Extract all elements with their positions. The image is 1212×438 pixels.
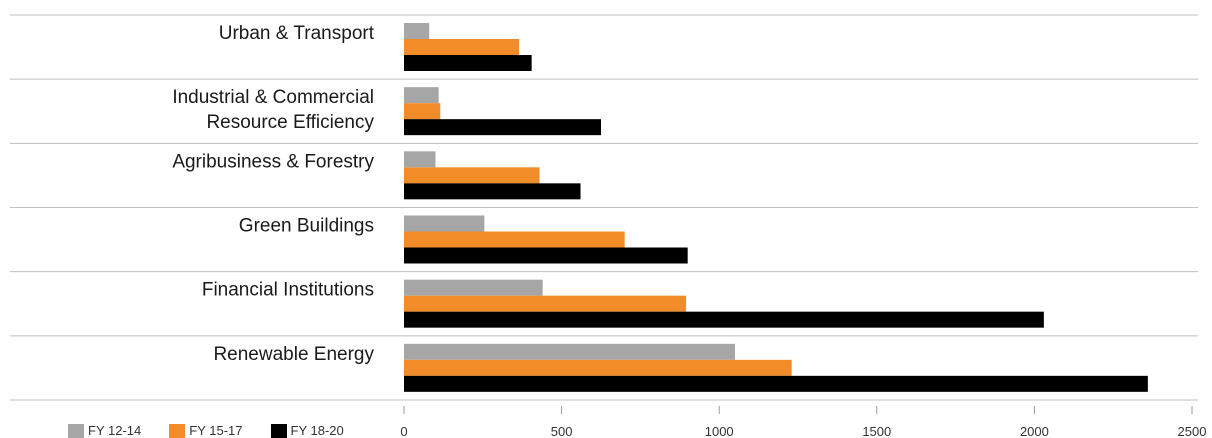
legend-item: FY 12-14 [68, 424, 141, 438]
category-label: Green Buildings [239, 216, 374, 237]
legend-item: FY 18-20 [270, 423, 344, 438]
x-tick-label: 1500 [862, 424, 891, 438]
bar [404, 39, 520, 55]
x-tick-label: 2500 [1178, 424, 1207, 438]
x-axis: 0 500 1000 1500 2000 2500 [400, 406, 1206, 438]
category-label: Renewable Energy [213, 344, 374, 365]
bar [404, 55, 532, 71]
bar [404, 167, 540, 184]
bar [404, 279, 543, 296]
category-label: Industrial & Commercial [172, 87, 374, 108]
legend-swatch [169, 424, 186, 438]
category-label: Financial Institutions [202, 280, 374, 301]
category-label: Urban & Transport [219, 23, 375, 44]
bar [404, 231, 625, 248]
category-label: Resource Efficiency [206, 112, 374, 133]
bars [404, 23, 1148, 392]
category-separators [10, 14, 1198, 401]
legend-label: FY 15-17 [189, 423, 243, 438]
bar [404, 151, 436, 168]
category-label: Agribusiness & Forestry [172, 151, 374, 172]
legend-label: FY 12-14 [88, 423, 142, 438]
bar [404, 119, 601, 136]
legend-label: FY 18-20 [290, 423, 344, 438]
bar [404, 247, 688, 264]
x-tick-label: 1000 [705, 424, 734, 438]
bar [404, 375, 1148, 392]
legend-item: FY 15-17 [169, 423, 243, 438]
legend-swatch [270, 424, 287, 438]
legend-swatch [68, 424, 84, 438]
bar [404, 311, 1044, 328]
category-labels: Urban & Transport Industrial & Commercial… [172, 23, 374, 365]
bar [404, 359, 792, 376]
bar [404, 183, 581, 200]
bar [404, 103, 441, 120]
bar [404, 23, 430, 39]
legend: FY 12-14 FY 15-17 FY 18-20 [68, 424, 344, 438]
bar [404, 215, 485, 232]
bar [404, 295, 687, 312]
x-tick-label: 2000 [1020, 424, 1049, 438]
x-tick-label: 500 [551, 424, 573, 438]
x-tick-label: 0 [400, 424, 407, 438]
bar [404, 87, 439, 104]
bar [404, 343, 735, 360]
